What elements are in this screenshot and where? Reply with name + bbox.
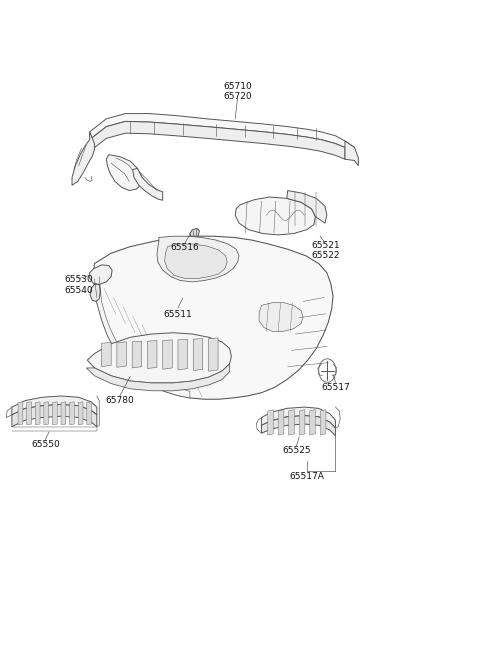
Polygon shape <box>193 339 203 371</box>
Polygon shape <box>288 409 294 435</box>
Polygon shape <box>208 338 218 371</box>
Polygon shape <box>78 402 83 424</box>
Polygon shape <box>90 265 112 284</box>
Polygon shape <box>90 121 345 159</box>
Polygon shape <box>107 155 142 191</box>
Polygon shape <box>147 341 157 369</box>
Polygon shape <box>163 340 172 369</box>
Polygon shape <box>70 402 74 424</box>
Polygon shape <box>52 402 57 424</box>
Polygon shape <box>268 409 274 435</box>
Polygon shape <box>157 236 239 282</box>
Polygon shape <box>132 341 142 368</box>
Polygon shape <box>235 197 315 235</box>
Text: 65517: 65517 <box>321 383 350 392</box>
Polygon shape <box>72 132 95 185</box>
Polygon shape <box>87 402 92 424</box>
Polygon shape <box>190 229 199 239</box>
Text: 65530
65540: 65530 65540 <box>64 275 93 295</box>
Polygon shape <box>259 303 303 331</box>
Polygon shape <box>94 236 333 400</box>
Polygon shape <box>90 284 101 301</box>
Polygon shape <box>262 415 336 436</box>
Polygon shape <box>90 113 355 153</box>
Text: 65516: 65516 <box>171 243 200 252</box>
Polygon shape <box>86 364 229 391</box>
Polygon shape <box>18 402 23 424</box>
Polygon shape <box>95 287 190 398</box>
Polygon shape <box>278 409 284 435</box>
Polygon shape <box>27 402 32 424</box>
Text: 65511: 65511 <box>164 310 192 319</box>
Polygon shape <box>178 339 188 370</box>
Text: 65521
65522: 65521 65522 <box>312 241 340 260</box>
Polygon shape <box>117 342 126 367</box>
Text: 65710
65720: 65710 65720 <box>223 82 252 101</box>
Polygon shape <box>87 333 231 383</box>
Polygon shape <box>12 404 97 426</box>
Polygon shape <box>44 402 48 424</box>
Polygon shape <box>35 402 40 424</box>
Polygon shape <box>165 244 227 278</box>
Polygon shape <box>61 402 66 424</box>
Polygon shape <box>320 409 326 435</box>
Polygon shape <box>102 343 111 367</box>
Polygon shape <box>12 396 97 415</box>
Polygon shape <box>310 409 315 435</box>
Polygon shape <box>132 168 163 200</box>
Polygon shape <box>262 407 336 428</box>
Text: 65517A: 65517A <box>289 472 324 481</box>
Polygon shape <box>287 191 327 223</box>
Text: 65525: 65525 <box>282 445 311 455</box>
Text: 65550: 65550 <box>31 440 60 449</box>
Text: 65780: 65780 <box>106 396 134 405</box>
Polygon shape <box>299 409 305 435</box>
Polygon shape <box>345 141 359 166</box>
